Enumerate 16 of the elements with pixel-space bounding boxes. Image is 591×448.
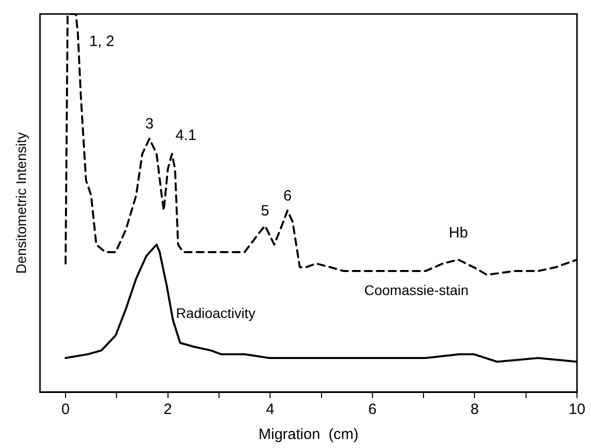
x-tick-label: 6: [368, 401, 377, 418]
annotation: 4.1: [176, 126, 196, 144]
x-tick-label: 2: [164, 401, 172, 418]
x-tick-label: 8: [470, 401, 479, 418]
annotation: 6: [283, 188, 292, 205]
x-tick-label: 10: [568, 401, 586, 418]
x-tick-label: 0: [61, 401, 70, 418]
series-label: Radioactivity: [176, 305, 256, 322]
annotation: 1, 2: [89, 33, 114, 50]
y-axis-title: Densitometric Intensity: [12, 132, 29, 274]
annotation: Hb: [448, 224, 468, 242]
annotation: 5: [260, 202, 270, 220]
annotation: 3: [145, 116, 154, 133]
x-axis-title: Migration (cm): [258, 426, 359, 444]
series-label: Coomassie-stain: [364, 282, 469, 298]
x-tick-label: 4: [266, 401, 274, 418]
